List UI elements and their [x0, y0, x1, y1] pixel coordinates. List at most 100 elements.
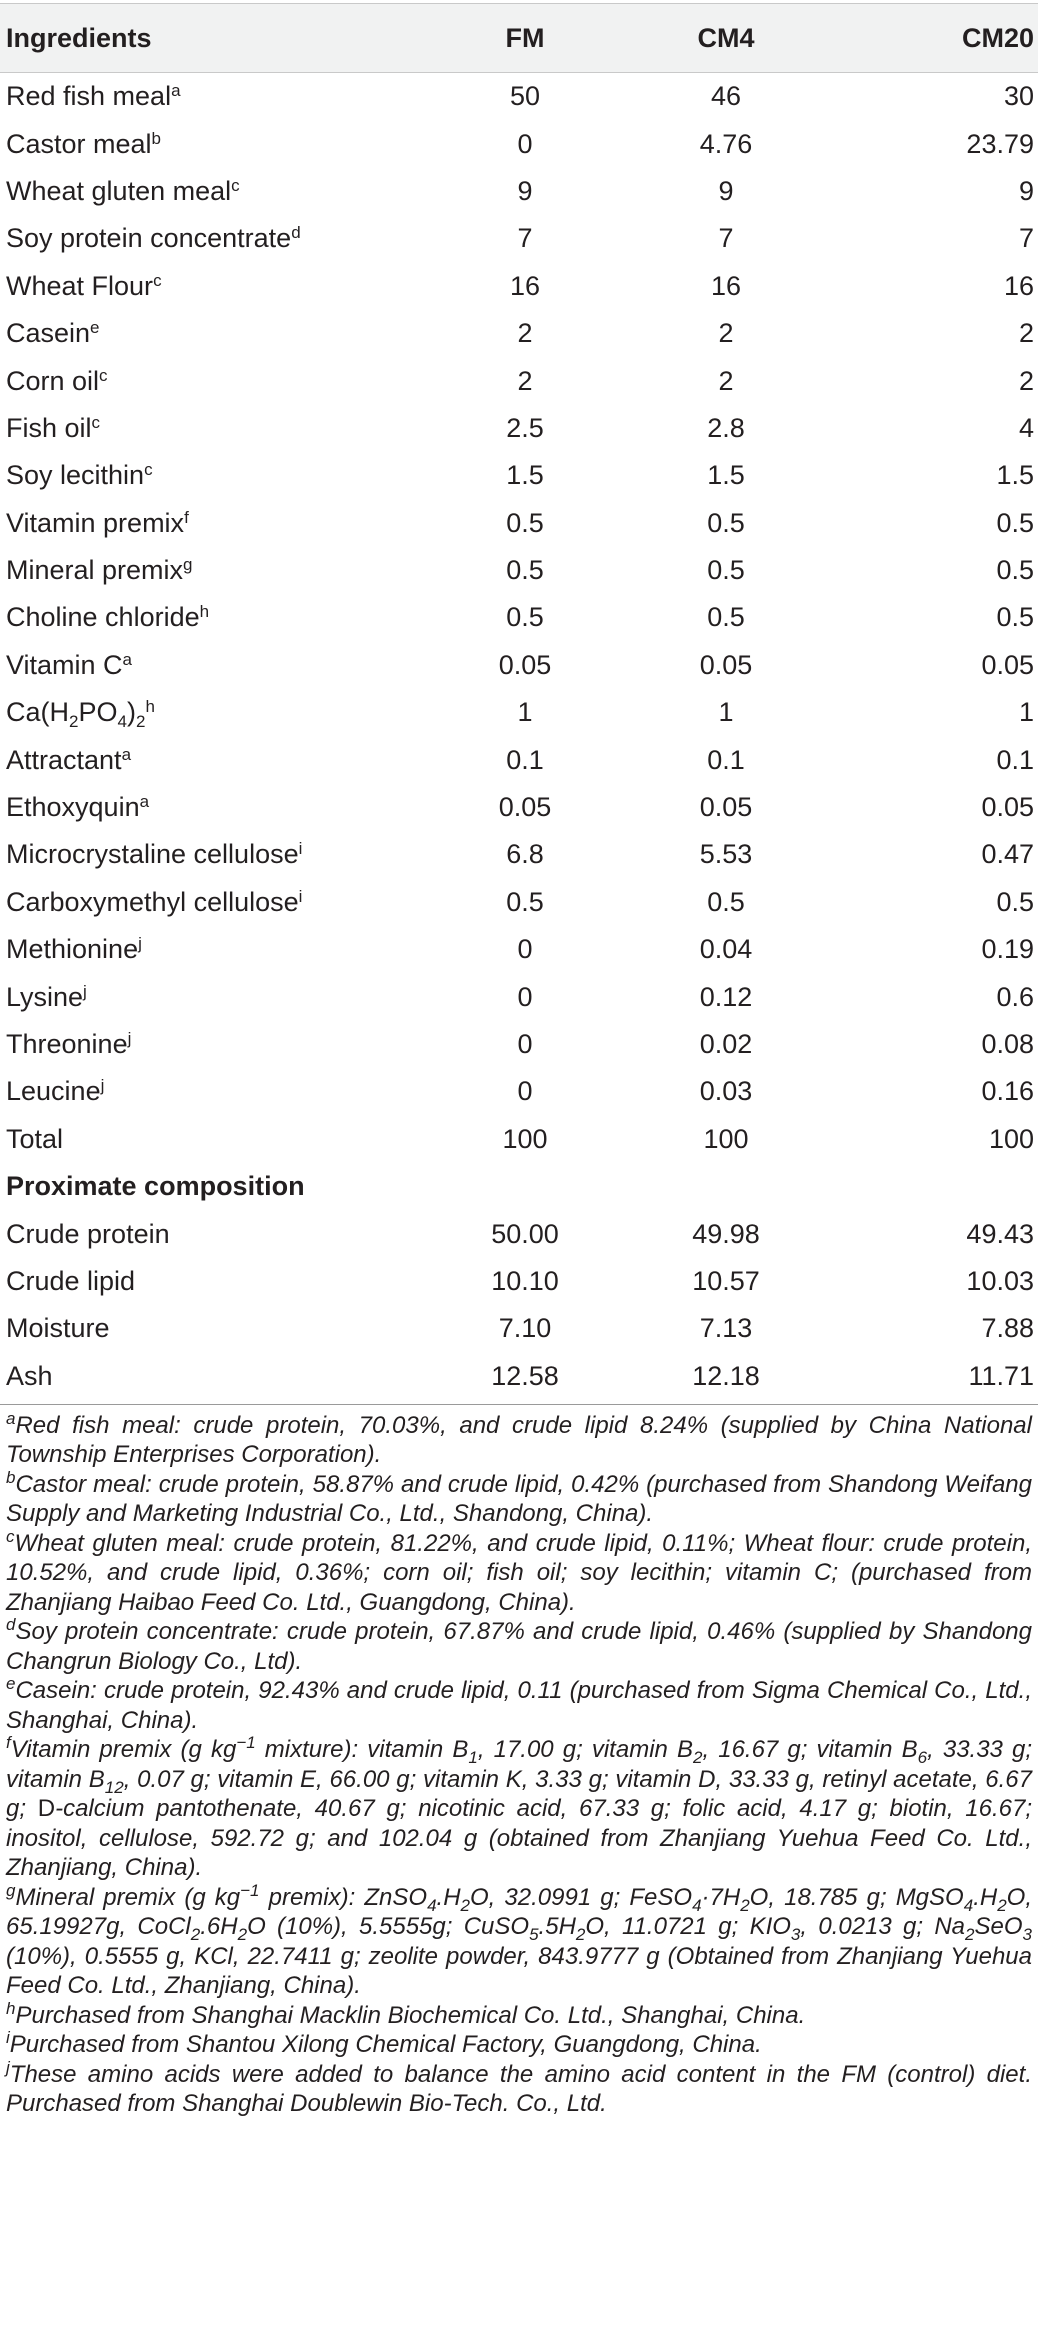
cm4-value: 0.5 [707, 507, 745, 538]
footnote-marker: f [184, 507, 189, 527]
ingredient-label: Carboxymethyl cellulose [6, 886, 299, 917]
section-title-row: Proximate composition [0, 1163, 1038, 1210]
footnote-marker: b [151, 128, 162, 148]
ingredient-label: Casein [6, 318, 91, 349]
fm-value: 7.10 [498, 1313, 552, 1344]
table-body: Red fish meala 50 46 30 Castor mealb 0 4.76 23.… [0, 73, 1038, 1163]
cm20-value: 1.5 [996, 460, 1034, 491]
table-row: Ethoxyquina 0.05 0.05 0.05 [0, 784, 1038, 831]
fm-value: 12.58 [491, 1360, 559, 1391]
cm20-value: 2 [1018, 365, 1034, 396]
footnote-marker: g [183, 555, 193, 575]
header-fm: FM [505, 22, 545, 53]
footnote-marker: c [231, 175, 240, 195]
cm4-value: 7 [718, 223, 734, 254]
footnote-marker: a [139, 792, 150, 812]
footnote-marker: i [298, 886, 303, 906]
proximate-name: Crude protein [6, 1218, 170, 1249]
fm-value: 50 [509, 81, 541, 112]
ingredient-name: Methioninej [0, 934, 460, 965]
cm4-value: 7.13 [699, 1313, 753, 1344]
table-row: Leucinej 0 0.03 0.16 [0, 1068, 1038, 1115]
cm4-value: 10.57 [692, 1265, 760, 1296]
table-row: Microcrystaline cellulosei 6.8 5.53 0.47 [0, 831, 1038, 878]
cm4-value: 0.05 [699, 792, 753, 823]
cm4-value: 46 [710, 81, 742, 112]
footnote-marker: a [121, 744, 132, 764]
footnote-marker: c [91, 412, 101, 432]
cm4-value: 0.5 [707, 555, 745, 586]
fm-value: 1.5 [506, 460, 544, 491]
ingredient-label: Soy protein concentrate [6, 223, 292, 254]
footnote-marker: a [122, 649, 133, 669]
ingredient-name: Red fish meala [0, 81, 460, 112]
ingredient-name: Leucinej [0, 1076, 460, 1107]
cm4-value: 49.98 [692, 1218, 760, 1249]
table-row: Vitamin Ca 0.05 0.05 0.05 [0, 642, 1038, 689]
table-row: Choline chlorideh 0.5 0.5 0.5 [0, 594, 1038, 641]
fm-value: 0.5 [506, 507, 544, 538]
footnote-marker: a [171, 81, 181, 101]
footnote-h: hPurchased from Shanghai Macklin Biochem… [6, 1998, 806, 2029]
footnote-marker: j [100, 1076, 105, 1096]
cm20-value: 16 [1003, 270, 1034, 301]
ingredient-name: Vitamin Ca [0, 650, 460, 681]
table-row: Wheat Flourc 16 16 16 [0, 263, 1038, 310]
footnote-b: bCastor meal: crude protein, 58.87% and … [6, 1467, 1032, 1528]
ingredient-name: Ethoxyquina [0, 792, 460, 823]
fm-value: 9 [517, 175, 533, 206]
cm20-value: 23.79 [966, 128, 1034, 159]
footnote-c: cWheat gluten meal: crude protein, 81.22… [6, 1526, 1032, 1616]
footnote-i: iPurchased from Shantou Xilong Chemical … [6, 2028, 762, 2059]
cm20-value: 7 [1018, 223, 1034, 254]
footnote-marker: e [90, 318, 100, 338]
header-cm4: CM4 [697, 22, 755, 53]
footnote-marker: c [99, 365, 108, 385]
ingredient-label: Ca(H [6, 697, 70, 728]
table-row: Soy protein concentrated 7 7 7 [0, 215, 1038, 262]
header-ingredients: Ingredients [6, 22, 152, 53]
cm20-value: 0.05 [981, 649, 1034, 680]
cm20-value: 0.5 [996, 602, 1034, 633]
cm20-value: 0.1 [996, 744, 1034, 775]
cm4-value: 0.02 [699, 1029, 753, 1059]
ingredient-label: Wheat Flour [6, 270, 154, 301]
ingredient-label: Total [6, 1123, 64, 1154]
table-row: Soy lecithinc 1.5 1.5 1.5 [0, 452, 1038, 499]
footnote-marker: i [298, 839, 303, 859]
cm4-value: 5.53 [699, 839, 753, 870]
fm-value: 0 [517, 128, 533, 159]
ingredient-name: Carboxymethyl cellulosei [0, 887, 460, 918]
fm-value: 2 [517, 365, 533, 396]
cm20-value: 0.05 [981, 792, 1034, 823]
fm-value: 0.05 [498, 649, 552, 680]
ingredient-name: Attractanta [0, 745, 460, 776]
table-row: Carboxymethyl cellulosei 0.5 0.5 0.5 [0, 879, 1038, 926]
table-row: Lysinej 0 0.12 0.6 [0, 973, 1038, 1020]
cm20-value: 7.88 [981, 1313, 1034, 1344]
ingredient-name: Wheat Flourc [0, 271, 460, 302]
footnote-marker: h [145, 697, 155, 717]
cm4-value: 9 [718, 175, 734, 206]
table-row: Fish oilc 2.5 2.8 4 [0, 405, 1038, 452]
cm20-value: 1 [1018, 697, 1034, 728]
footnote-a: aRed fish meal: crude protein, 70.03%, a… [6, 1408, 1032, 1469]
ingredient-name: Total [0, 1124, 460, 1155]
cm20-value: 100 [988, 1123, 1034, 1154]
table-row: Methioninej 0 0.04 0.19 [0, 926, 1038, 973]
table-row: Vitamin premixf 0.5 0.5 0.5 [0, 500, 1038, 547]
ingredient-name: Vitamin premixf [0, 508, 460, 539]
ingredient-label: Lysine [6, 981, 84, 1012]
table-row: Mineral premixg 0.5 0.5 0.5 [0, 547, 1038, 594]
fm-value: 1 [517, 697, 533, 728]
fm-value: 50.00 [491, 1218, 559, 1249]
table-row: Crude protein 50.00 49.98 49.43 [0, 1210, 1038, 1257]
cm4-value: 0.05 [699, 649, 753, 680]
footnote-marker: j [83, 981, 87, 1001]
footnote-marker: j [127, 1029, 132, 1048]
cm4-value: 2 [718, 365, 734, 396]
footnote-marker: h [199, 602, 210, 622]
cm20-value: 2 [1018, 318, 1034, 349]
ingredient-label: Fish oil [6, 412, 92, 443]
ingredient-label: Red fish meal [6, 81, 172, 112]
